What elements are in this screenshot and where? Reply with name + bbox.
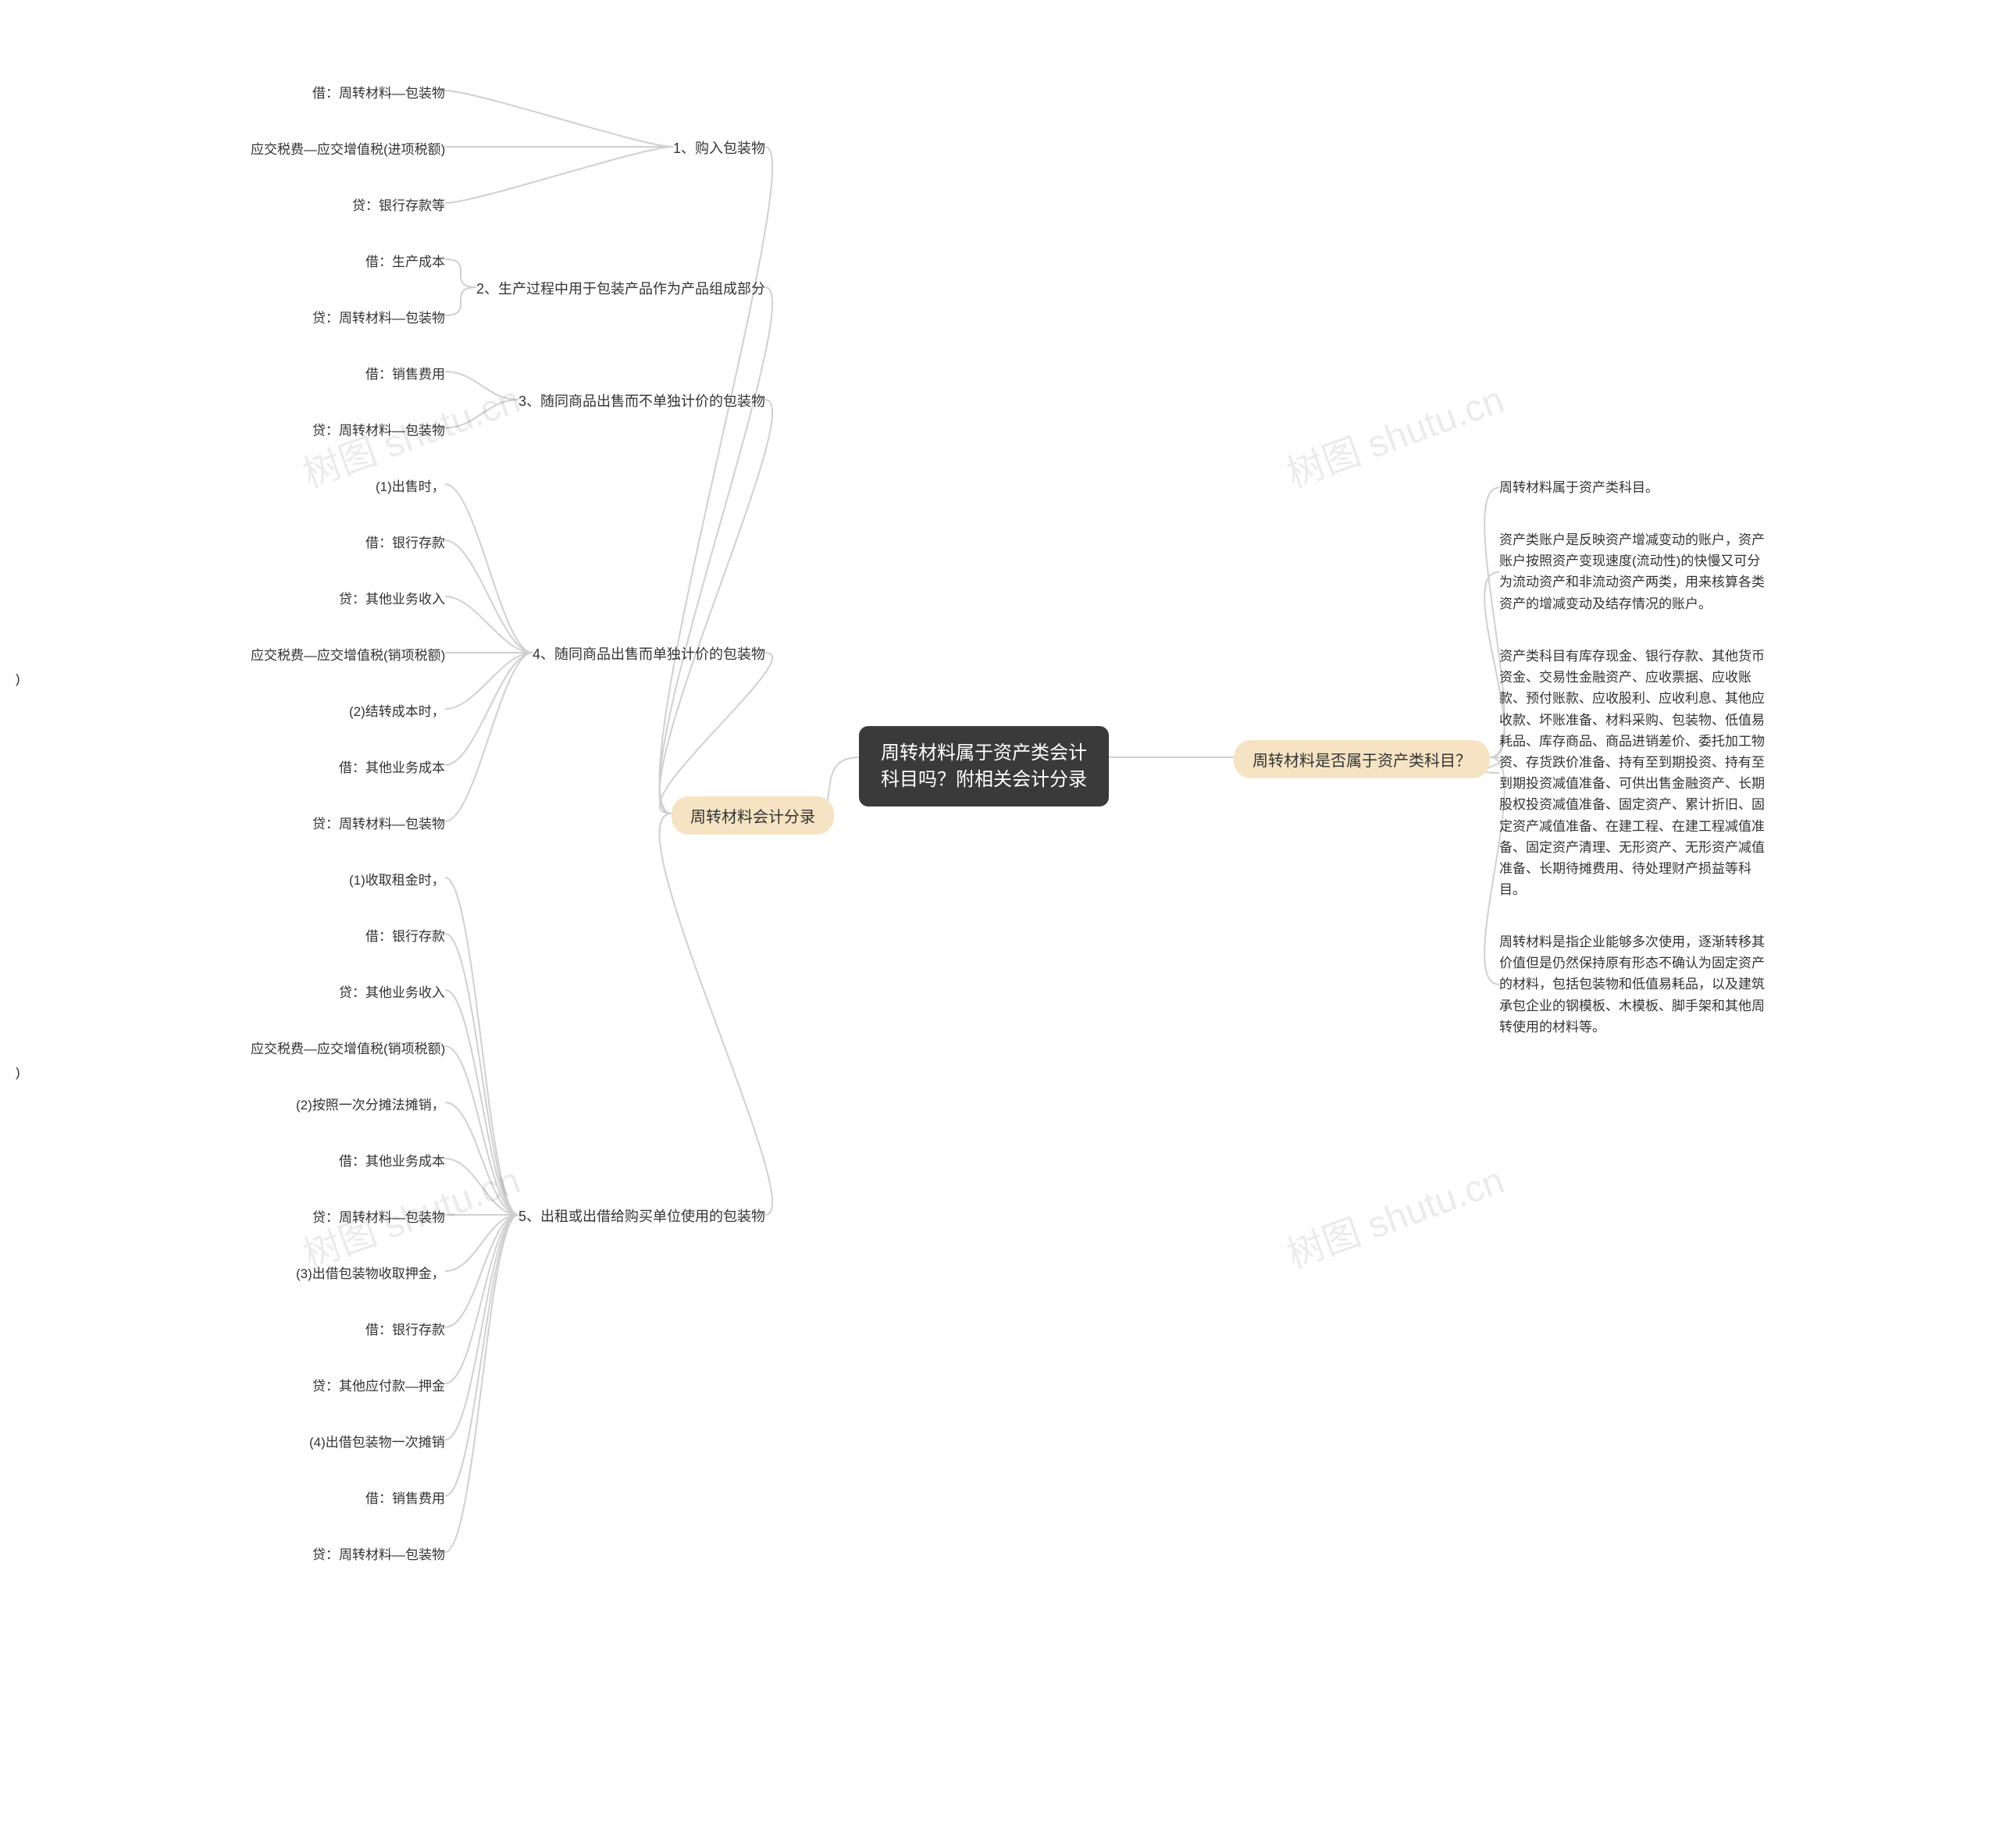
- left-leaf: 贷：其他应付款—押金: [312, 1375, 445, 1394]
- left-leaf: (2)按照一次分摊法摊销，: [296, 1094, 445, 1113]
- left-leaf: 贷：周转材料—包装物: [312, 1206, 445, 1226]
- left-sub: 5、出租或出借给购买单位使用的包装物: [518, 1205, 765, 1226]
- left-leaf: 应交税费—应交增值税(销项税额): [251, 1038, 445, 1057]
- right-paragraph: 资产类账户是反映资产增减变动的账户，资产账户按照资产变现速度(流动性)的快慢又可…: [1499, 529, 1765, 614]
- left-leaf: 应交税费—应交增值税(销项税额): [251, 644, 445, 664]
- left-sub: 2、生产过程中用于包装产品作为产品组成部分: [476, 278, 765, 298]
- left-branch: 周转材料会计分录: [672, 796, 834, 835]
- left-leaf: 借：销售费用: [365, 363, 445, 383]
- left-leaf: 借：生产成本: [365, 251, 445, 270]
- left-leaf: (4)出借包装物一次摊销: [309, 1431, 445, 1451]
- left-leaf: 借：周转材料—包装物: [312, 82, 445, 101]
- left-leaf: 借：销售费用: [365, 1487, 445, 1507]
- left-leaf: (3)出借包装物收取押金，: [296, 1262, 445, 1282]
- center-node: 周转材料属于资产类会计科目吗？附相关会计分录: [859, 726, 1109, 806]
- left-leaf: 借：其他业务成本: [339, 757, 445, 776]
- left-leaf: 应交税费—应交增值税(进项税额): [251, 138, 445, 158]
- left-leaf: 贷：其他业务收入: [339, 588, 445, 607]
- left-leaf: 借：银行存款: [365, 532, 445, 551]
- left-leaf: 贷：周转材料—包装物: [312, 307, 445, 326]
- right-paragraph: 周转材料属于资产类科目。: [1499, 477, 1659, 498]
- right-branch: 周转材料是否属于资产类科目？: [1234, 740, 1490, 778]
- left-leaf: 贷：周转材料—包装物: [312, 1544, 445, 1563]
- left-leaf: 贷：周转材料—包装物: [312, 813, 445, 832]
- left-leaf: 贷：其他业务收入: [339, 981, 445, 1001]
- left-sub: 1、购入包装物: [673, 137, 765, 158]
- left-leaf: 借：银行存款: [365, 1319, 445, 1338]
- left-sub: 3、随同商品出售而不单独计价的包装物: [518, 390, 765, 411]
- connector-layer: [0, 0, 1999, 1848]
- watermark: 树图 shutu.cn: [1278, 1149, 1510, 1278]
- left-leaf: (1)出售时，: [376, 475, 445, 495]
- left-leaf: 贷：周转材料—包装物: [312, 419, 445, 439]
- dangling-paren: ): [16, 671, 20, 687]
- left-leaf: (1)收取租金时，: [349, 869, 445, 888]
- left-leaf: 借：银行存款: [365, 925, 445, 945]
- right-paragraph: 资产类科目有库存现金、银行存款、其他货币资金、交易性金融资产、应收票据、应收账款…: [1499, 646, 1765, 900]
- watermark: 树图 shutu.cn: [1278, 369, 1510, 497]
- left-leaf: 借：其他业务成本: [339, 1150, 445, 1170]
- left-leaf: 贷：银行存款等: [352, 194, 445, 214]
- right-paragraph: 周转材料是指企业能够多次使用，逐渐转移其价值但是仍然保持原有形态不确认为固定资产…: [1499, 931, 1765, 1038]
- dangling-paren: ): [16, 1065, 20, 1081]
- left-sub: 4、随同商品出售而单独计价的包装物: [533, 643, 765, 664]
- left-leaf: (2)结转成本时，: [349, 700, 445, 720]
